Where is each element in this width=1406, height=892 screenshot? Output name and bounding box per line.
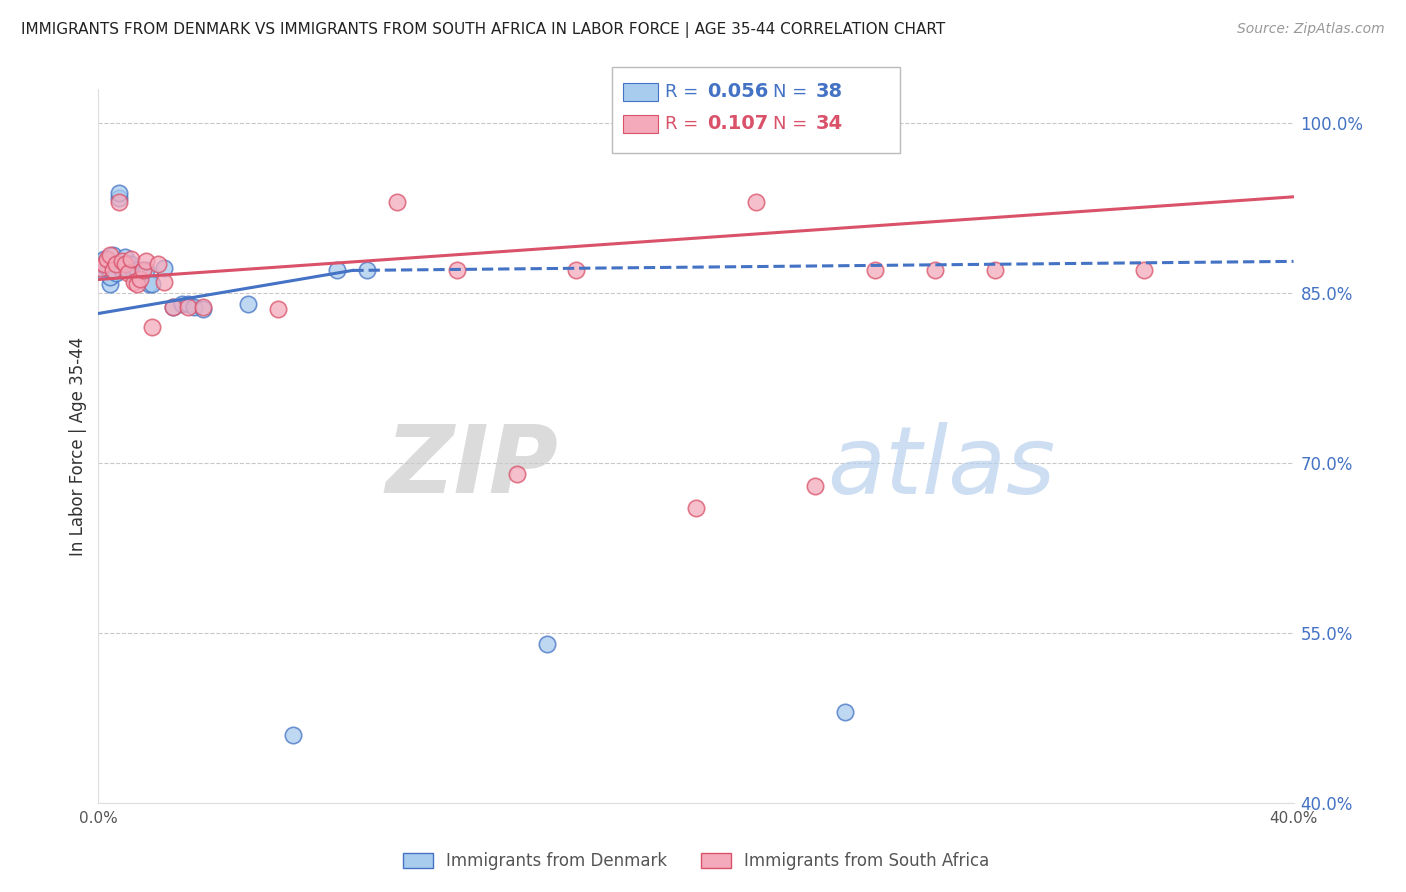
Point [172, 297, 194, 311]
Point [90, 257, 112, 271]
Point [153, 275, 176, 289]
Point [103, 263, 125, 277]
Point [93, 252, 115, 266]
Point [100, 277, 122, 291]
Point [108, 186, 131, 201]
Text: 0.056: 0.056 [707, 82, 769, 102]
Text: ZIP: ZIP [385, 421, 558, 514]
Point [103, 257, 125, 271]
Point [103, 247, 125, 261]
Point [162, 300, 184, 314]
Point [385, 195, 409, 210]
Point [90, 261, 112, 276]
Point [120, 257, 142, 271]
Point [865, 263, 887, 277]
Point [281, 728, 304, 742]
Point [120, 252, 142, 266]
Point [117, 266, 139, 280]
Text: R =: R = [665, 83, 699, 101]
Point [100, 270, 122, 285]
Point [117, 257, 139, 271]
Point [114, 250, 136, 264]
Text: N =: N = [773, 83, 807, 101]
Point [96, 261, 118, 276]
Point [177, 297, 200, 311]
Point [924, 263, 946, 277]
Text: atlas: atlas [827, 422, 1056, 513]
Point [96, 254, 118, 268]
Point [141, 320, 163, 334]
Point [90, 263, 112, 277]
Y-axis label: In Labor Force | Age 35-44: In Labor Force | Age 35-44 [69, 336, 87, 556]
Point [141, 277, 163, 291]
Point [804, 478, 827, 492]
Point [100, 263, 122, 277]
Text: N =: N = [773, 115, 807, 133]
Point [93, 257, 115, 271]
Point [356, 263, 378, 277]
Point [446, 263, 468, 277]
Point [103, 263, 125, 277]
Point [96, 252, 118, 266]
Text: 0.107: 0.107 [707, 114, 769, 134]
Text: 38: 38 [815, 82, 842, 102]
Text: IMMIGRANTS FROM DENMARK VS IMMIGRANTS FROM SOUTH AFRICA IN LABOR FORCE | AGE 35-: IMMIGRANTS FROM DENMARK VS IMMIGRANTS FR… [21, 22, 945, 38]
Point [111, 254, 134, 268]
Point [132, 263, 155, 277]
Point [1133, 263, 1156, 277]
Point [153, 261, 176, 276]
Point [138, 277, 160, 291]
Point [93, 258, 115, 272]
Point [536, 637, 558, 651]
Point [129, 272, 152, 286]
Point [111, 263, 134, 277]
Point [685, 501, 707, 516]
Point [834, 705, 856, 719]
Point [162, 300, 184, 314]
Point [191, 300, 214, 314]
Point [108, 195, 131, 210]
Point [148, 257, 170, 271]
Point [127, 277, 149, 291]
Point [191, 301, 214, 316]
Legend: Immigrants from Denmark, Immigrants from South Africa: Immigrants from Denmark, Immigrants from… [396, 846, 995, 877]
Point [124, 275, 146, 289]
Point [984, 263, 1007, 277]
Point [745, 195, 768, 210]
Point [114, 257, 136, 271]
Point [124, 266, 146, 280]
Point [177, 300, 200, 314]
Text: 34: 34 [815, 114, 842, 134]
Point [132, 263, 155, 277]
Point [236, 297, 259, 311]
Point [108, 191, 131, 205]
Point [105, 257, 128, 271]
Point [127, 263, 149, 277]
Point [565, 263, 588, 277]
Point [183, 300, 205, 314]
Point [506, 467, 529, 482]
Point [326, 263, 349, 277]
Point [135, 254, 157, 268]
Point [117, 263, 139, 277]
Text: Source: ZipAtlas.com: Source: ZipAtlas.com [1237, 22, 1385, 37]
Text: R =: R = [665, 115, 699, 133]
Point [267, 301, 290, 316]
Point [100, 247, 122, 261]
Point [135, 263, 157, 277]
Point [105, 266, 128, 280]
